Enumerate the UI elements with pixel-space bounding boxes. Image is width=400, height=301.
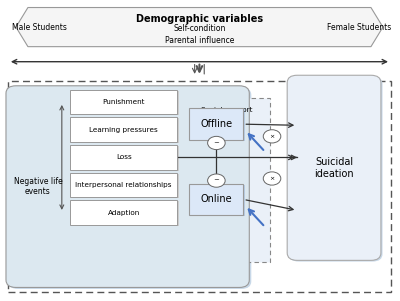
Bar — [184, 98, 270, 262]
Text: Adaption: Adaption — [108, 210, 140, 216]
Text: Self-condition
Parental influence: Self-condition Parental influence — [165, 24, 234, 45]
Bar — [71, 201, 179, 226]
Bar — [190, 108, 243, 140]
FancyBboxPatch shape — [289, 76, 382, 262]
Bar — [71, 91, 179, 115]
Bar — [70, 200, 178, 225]
Bar — [70, 145, 178, 170]
Polygon shape — [16, 8, 383, 47]
Text: Negative life
events: Negative life events — [14, 177, 62, 196]
Text: ~: ~ — [214, 140, 219, 146]
Circle shape — [208, 136, 225, 150]
Text: Learning pressures: Learning pressures — [89, 127, 158, 133]
Text: Suicidal
ideation: Suicidal ideation — [314, 157, 354, 178]
Bar — [71, 118, 179, 143]
FancyBboxPatch shape — [6, 86, 249, 287]
Text: Social support
system: Social support system — [202, 107, 253, 120]
Bar — [191, 185, 244, 216]
Bar — [191, 109, 244, 141]
Text: Interpersonal relationships: Interpersonal relationships — [76, 182, 172, 188]
Text: Offline: Offline — [200, 119, 232, 129]
Bar — [71, 174, 179, 198]
Bar — [8, 81, 391, 292]
Circle shape — [208, 174, 225, 187]
Text: Male Students: Male Students — [12, 23, 67, 32]
Text: Punishment: Punishment — [102, 99, 145, 105]
Bar — [190, 184, 243, 215]
FancyBboxPatch shape — [8, 87, 251, 289]
Bar — [71, 146, 179, 171]
Text: ×: × — [270, 176, 275, 181]
Text: Loss: Loss — [116, 154, 132, 160]
Text: Demographic variables: Demographic variables — [136, 14, 263, 24]
Circle shape — [263, 130, 281, 143]
Bar — [70, 117, 178, 142]
Text: Online: Online — [200, 194, 232, 204]
Text: ×: × — [270, 134, 275, 139]
Bar — [70, 173, 178, 197]
FancyBboxPatch shape — [287, 75, 381, 260]
Text: ~: ~ — [214, 178, 219, 184]
Bar — [70, 90, 178, 114]
Circle shape — [263, 172, 281, 185]
Text: Female Students: Female Students — [327, 23, 391, 32]
